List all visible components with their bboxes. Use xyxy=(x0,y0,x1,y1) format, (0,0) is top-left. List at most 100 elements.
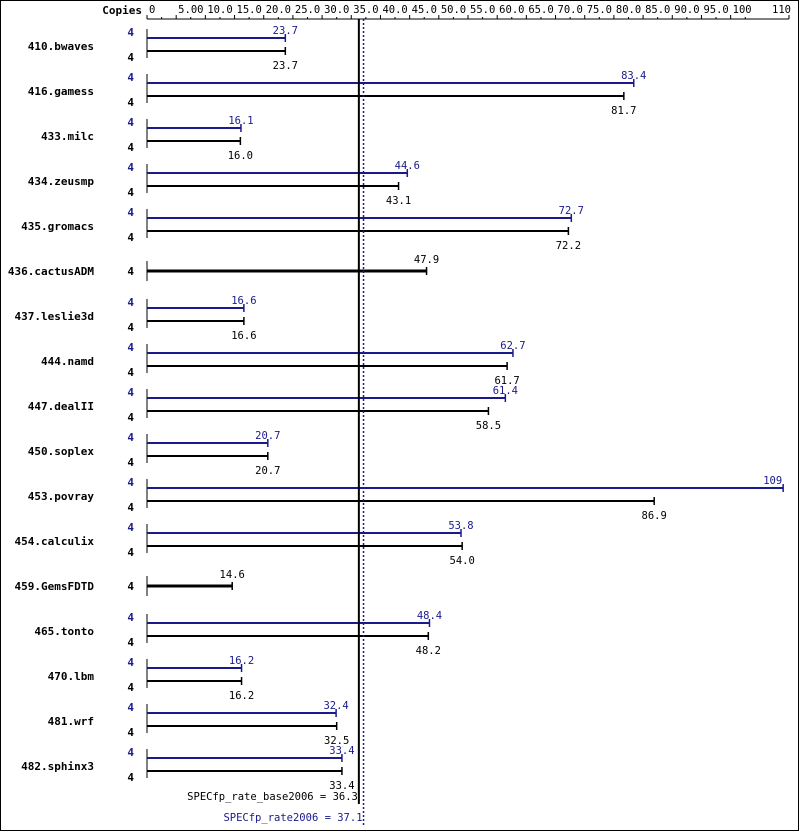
x-tick-label: 0 xyxy=(149,4,155,16)
copies-header: Copies xyxy=(102,4,142,17)
peak-value-label: 61.4 xyxy=(493,385,518,397)
base-value-label: 81.7 xyxy=(611,105,636,117)
base-value-label: 16.0 xyxy=(228,150,253,162)
peak-value-label: 72.7 xyxy=(559,205,584,217)
base-value-label: 33.4 xyxy=(329,780,354,792)
benchmark-row: 465.tonto 4 4 48.4 48.2 xyxy=(34,610,442,657)
peak-value-label: 48.4 xyxy=(417,610,442,622)
base-copies: 4 xyxy=(127,546,134,559)
reference-lines: SPECfp_rate_base2006 = 36.3 SPECfp_rate20… xyxy=(187,19,365,827)
base-value-label: 43.1 xyxy=(386,195,411,207)
base-copies: 4 xyxy=(127,186,134,199)
x-tick-label: 85.0 xyxy=(645,4,670,16)
x-tick-label: 10.0 xyxy=(207,4,232,16)
peak-value-label: 20.7 xyxy=(255,430,280,442)
base-copies: 4 xyxy=(127,456,134,469)
peak-copies: 4 xyxy=(127,206,134,219)
x-tick-label: 70.0 xyxy=(558,4,583,16)
peak-copies: 4 xyxy=(127,611,134,624)
base-copies: 4 xyxy=(127,231,134,244)
benchmark-row: 447.dealII 4 4 61.4 58.5 xyxy=(28,385,518,432)
benchmark-name: 437.leslie3d xyxy=(15,310,94,323)
peak-value-label: 83.4 xyxy=(621,70,646,82)
benchmark-name: 416.gamess xyxy=(28,85,94,98)
benchmark-name: 465.tonto xyxy=(34,625,94,638)
benchmark-row: 482.sphinx3 4 4 33.4 33.4 xyxy=(21,745,354,792)
peak-copies: 4 xyxy=(127,26,134,39)
base-value-label: 16.2 xyxy=(229,690,254,702)
benchmark-name: 435.gromacs xyxy=(21,220,94,233)
benchmark-row: 454.calculix 4 4 53.8 54.0 xyxy=(15,520,475,567)
peak-value-label: 16.1 xyxy=(228,115,253,127)
benchmark-row: 453.povray 4 4 109 86.9 xyxy=(28,475,784,522)
base-copies: 4 xyxy=(127,681,134,694)
x-tick-label: 15.0 xyxy=(237,4,262,16)
peak-copies: 4 xyxy=(127,746,134,759)
base-copies: 4 xyxy=(127,141,134,154)
x-tick-label: 5.00 xyxy=(178,4,203,16)
peak-copies: 4 xyxy=(127,656,134,669)
base-copies: 4 xyxy=(127,96,134,109)
peak-copies: 4 xyxy=(127,386,134,399)
peak-copies: 4 xyxy=(127,521,134,534)
peak-value-label: 33.4 xyxy=(329,745,354,757)
base-copies: 4 xyxy=(127,321,134,334)
x-tick-label: 80.0 xyxy=(616,4,641,16)
benchmark-name: 459.GemsFDTD xyxy=(15,580,95,593)
x-tick-label: 45.0 xyxy=(412,4,437,16)
benchmark-row: 435.gromacs 4 4 72.7 72.2 xyxy=(21,205,584,252)
benchmark-row: 436.cactusADM 4 47.9 xyxy=(8,254,439,281)
benchmark-row: 459.GemsFDTD 4 14.6 xyxy=(15,569,245,596)
result-value-label: 14.6 xyxy=(220,569,245,581)
base-copies: 4 xyxy=(127,726,134,739)
peak-value-label: 53.8 xyxy=(448,520,473,532)
base-value-label: 72.2 xyxy=(556,240,581,252)
base-copies: 4 xyxy=(127,366,134,379)
benchmark-name: 447.dealII xyxy=(28,400,94,413)
benchmark-name: 450.soplex xyxy=(28,445,95,458)
x-tick-label: 95.0 xyxy=(703,4,728,16)
peak-value-label: 32.4 xyxy=(323,700,348,712)
benchmark-name: 410.bwaves xyxy=(28,40,94,53)
benchmark-name: 454.calculix xyxy=(15,535,95,548)
x-tick-label: 20.0 xyxy=(266,4,291,16)
peak-copies: 4 xyxy=(127,161,134,174)
benchmark-name: 444.namd xyxy=(41,355,94,368)
x-tick-label: 35.0 xyxy=(353,4,378,16)
benchmark-row: 437.leslie3d 4 4 16.6 16.6 xyxy=(15,295,257,342)
peak-value-label: 62.7 xyxy=(500,340,525,352)
benchmark-rows: 410.bwaves 4 4 23.7 23.7 416.gamess 4 4 83.4 81.7… xyxy=(8,25,784,792)
x-tick-label: 90.0 xyxy=(674,4,699,16)
peak-value-label: 16.6 xyxy=(231,295,256,307)
benchmark-name: 434.zeusmp xyxy=(28,175,95,188)
benchmark-row: 434.zeusmp 4 4 44.6 43.1 xyxy=(28,160,420,207)
base-value-label: 48.2 xyxy=(416,645,441,657)
base-value-label: 61.7 xyxy=(494,375,519,387)
x-tick-label: 65.0 xyxy=(528,4,553,16)
benchmark-name: 433.milc xyxy=(41,130,94,143)
x-tick-label: 25.0 xyxy=(295,4,320,16)
peak-copies: 4 xyxy=(127,116,134,129)
benchmark-name: 470.lbm xyxy=(48,670,95,683)
peak-value-label: 23.7 xyxy=(273,25,298,37)
benchmark-name: 482.sphinx3 xyxy=(21,760,94,773)
base-copies: 4 xyxy=(127,771,134,784)
peak-copies: 4 xyxy=(127,296,134,309)
peak-copies: 4 xyxy=(127,701,134,714)
base-value-label: 16.6 xyxy=(231,330,256,342)
peak-value-label: 16.2 xyxy=(229,655,254,667)
benchmark-name: 453.povray xyxy=(28,490,95,503)
benchmark-name: 436.cactusADM xyxy=(8,265,94,278)
x-tick-label: 100 xyxy=(733,4,752,16)
peak-copies: 4 xyxy=(127,341,134,354)
base-copies: 4 xyxy=(127,411,134,424)
peak-copies: 4 xyxy=(127,476,134,489)
benchmark-row: 481.wrf 4 4 32.4 32.5 xyxy=(48,700,350,747)
x-tick-label: 60.0 xyxy=(499,4,524,16)
peak-reference-label: SPECfp_rate2006 = 37.1 xyxy=(223,812,362,824)
x-axis: 0 5.00 10.0 15.0 20.0 25.0 30.0 35.0 40.0 45.0 50.… xyxy=(146,4,791,20)
peak-value-label: 44.6 xyxy=(395,160,420,172)
x-tick-label: 30.0 xyxy=(324,4,349,16)
